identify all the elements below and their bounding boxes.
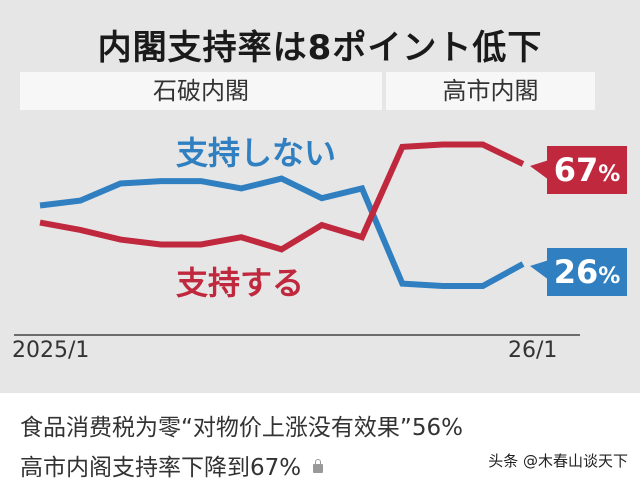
line-plot bbox=[39, 141, 549, 289]
chart-panel: 内閣支持率は8ポイント低下 石破内閣 高市内閣 支持しない 支持する 67% 2… bbox=[0, 0, 640, 393]
chart-title: 内閣支持率は8ポイント低下 bbox=[97, 28, 543, 68]
x-tick-end: 26/1 bbox=[508, 338, 558, 363]
support-line bbox=[39, 141, 525, 253]
era-ishiba-label: 石破内閣 bbox=[20, 72, 382, 110]
caption-line-2: 高市内阁支持率下降到67% bbox=[20, 448, 324, 482]
caption-line-1: 食品消费税为零“对物价上涨没有效果”56% bbox=[20, 415, 463, 441]
percent-sign: % bbox=[598, 264, 621, 289]
not-support-value: 26 bbox=[553, 253, 599, 291]
not-support-value-badge: 26% bbox=[547, 248, 627, 296]
era-takaichi-label: 高市内閣 bbox=[386, 72, 595, 110]
watermark: 头条 @木春山谈天下 bbox=[488, 452, 628, 470]
caption-line-2-text: 高市内阁支持率下降到67% bbox=[20, 455, 302, 481]
support-value-badge: 67% bbox=[547, 146, 627, 194]
lock-icon bbox=[313, 459, 324, 473]
support-badge-pointer bbox=[530, 160, 549, 180]
x-axis-line bbox=[14, 334, 580, 336]
x-tick-start: 2025/1 bbox=[12, 338, 90, 363]
support-label: 支持する bbox=[176, 264, 305, 302]
not-support-badge-pointer bbox=[530, 260, 549, 280]
not-support-label: 支持しない bbox=[176, 134, 337, 172]
support-value: 67 bbox=[553, 151, 599, 189]
not-support-line bbox=[39, 175, 525, 289]
percent-sign: % bbox=[598, 162, 621, 187]
